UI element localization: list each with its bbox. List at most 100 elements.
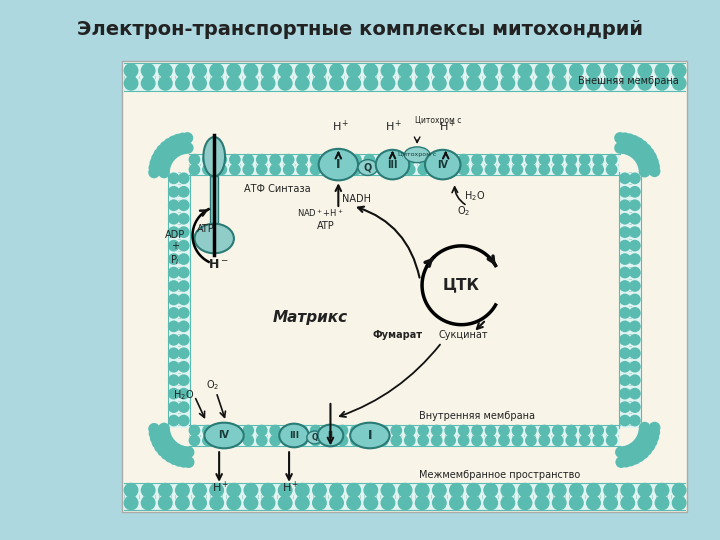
Circle shape xyxy=(569,483,584,498)
Circle shape xyxy=(647,156,659,167)
Circle shape xyxy=(152,437,163,449)
Circle shape xyxy=(312,496,327,510)
Circle shape xyxy=(310,154,321,165)
Circle shape xyxy=(124,63,138,78)
Circle shape xyxy=(168,307,179,319)
Circle shape xyxy=(649,427,660,438)
Circle shape xyxy=(175,483,190,498)
Circle shape xyxy=(168,172,179,184)
Circle shape xyxy=(390,154,402,165)
Text: Сукцинат: Сукцинат xyxy=(438,330,488,340)
Text: H$^+$: H$^+$ xyxy=(384,119,402,134)
Circle shape xyxy=(632,137,644,149)
Circle shape xyxy=(431,154,443,165)
Circle shape xyxy=(444,424,456,436)
Circle shape xyxy=(552,76,567,91)
Circle shape xyxy=(539,435,550,447)
Bar xyxy=(619,172,641,428)
Circle shape xyxy=(539,154,550,165)
Text: O$_2$: O$_2$ xyxy=(207,378,220,392)
Circle shape xyxy=(192,483,207,498)
Circle shape xyxy=(500,483,516,498)
Circle shape xyxy=(603,76,618,91)
Circle shape xyxy=(628,442,639,454)
Ellipse shape xyxy=(194,224,234,253)
Circle shape xyxy=(637,76,652,91)
Circle shape xyxy=(323,424,335,436)
Circle shape xyxy=(364,154,375,165)
Circle shape xyxy=(377,435,389,447)
Circle shape xyxy=(178,280,189,292)
Circle shape xyxy=(518,76,532,91)
Circle shape xyxy=(672,483,687,498)
Circle shape xyxy=(606,435,618,447)
Circle shape xyxy=(161,433,172,444)
Circle shape xyxy=(641,444,652,456)
Circle shape xyxy=(535,76,549,91)
Circle shape xyxy=(283,435,294,447)
Circle shape xyxy=(178,456,189,468)
Circle shape xyxy=(619,213,631,225)
Circle shape xyxy=(431,424,443,436)
Circle shape xyxy=(158,483,173,498)
Text: Внешняя мембрана: Внешняя мембрана xyxy=(578,76,679,86)
Circle shape xyxy=(645,152,657,163)
Circle shape xyxy=(364,496,378,510)
Circle shape xyxy=(202,435,214,447)
Circle shape xyxy=(243,164,254,176)
Circle shape xyxy=(192,496,207,510)
Circle shape xyxy=(178,321,189,332)
Circle shape xyxy=(164,438,176,450)
Circle shape xyxy=(161,157,172,168)
Circle shape xyxy=(586,76,601,91)
Circle shape xyxy=(140,496,156,510)
Circle shape xyxy=(170,443,181,454)
Circle shape xyxy=(614,132,626,144)
Circle shape xyxy=(175,63,190,78)
Circle shape xyxy=(168,334,179,346)
Circle shape xyxy=(518,483,532,498)
Circle shape xyxy=(569,496,584,510)
Circle shape xyxy=(243,496,258,510)
Circle shape xyxy=(619,334,631,346)
Circle shape xyxy=(485,435,496,447)
Circle shape xyxy=(329,63,344,78)
Circle shape xyxy=(189,164,200,176)
Circle shape xyxy=(565,164,577,176)
Circle shape xyxy=(173,444,184,456)
Circle shape xyxy=(639,422,650,434)
Circle shape xyxy=(639,163,650,174)
Circle shape xyxy=(168,199,179,211)
Ellipse shape xyxy=(204,423,244,448)
Circle shape xyxy=(210,63,224,78)
Circle shape xyxy=(350,154,361,165)
Circle shape xyxy=(618,446,630,457)
Bar xyxy=(124,483,685,510)
Circle shape xyxy=(179,143,190,154)
Circle shape xyxy=(593,154,604,165)
Bar xyxy=(189,424,620,447)
Circle shape xyxy=(404,154,415,165)
Circle shape xyxy=(593,424,604,436)
Circle shape xyxy=(150,433,161,444)
Circle shape xyxy=(569,76,584,91)
Circle shape xyxy=(269,154,281,165)
Circle shape xyxy=(156,144,168,156)
Circle shape xyxy=(615,446,626,458)
Circle shape xyxy=(629,347,641,359)
Circle shape xyxy=(569,63,584,78)
Circle shape xyxy=(168,415,179,427)
Circle shape xyxy=(397,483,413,498)
Circle shape xyxy=(178,334,189,346)
Text: NAD$^+$+H$^+$: NAD$^+$+H$^+$ xyxy=(297,207,344,219)
Circle shape xyxy=(432,76,447,91)
Circle shape xyxy=(629,401,641,413)
Circle shape xyxy=(500,496,516,510)
Circle shape xyxy=(178,253,189,265)
Text: ATP: ATP xyxy=(197,224,215,234)
Circle shape xyxy=(644,440,655,452)
Circle shape xyxy=(483,483,498,498)
Text: Электрон-транспортные комплексы митохондрий: Электрон-транспортные комплексы митохонд… xyxy=(77,20,643,39)
Text: ATP: ATP xyxy=(317,221,334,231)
Circle shape xyxy=(261,496,276,510)
